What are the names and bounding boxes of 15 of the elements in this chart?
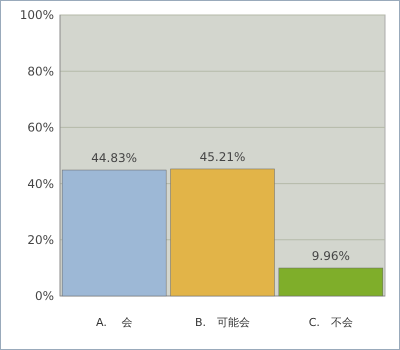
- y-tick-label: 100%: [20, 8, 54, 22]
- y-tick-label: 40%: [27, 176, 54, 191]
- bar: [278, 268, 384, 296]
- data-label: 44.83%: [91, 151, 138, 166]
- y-tick-label: 80%: [27, 64, 54, 78]
- bar: [62, 170, 166, 296]
- data-label: 45.21%: [200, 150, 246, 164]
- y-tick-label: 60%: [27, 120, 54, 135]
- bar: [170, 168, 275, 296]
- data-label: 9.96%: [312, 249, 350, 264]
- x-tick-label: C. 不会: [308, 316, 353, 329]
- y-tick-label: 20%: [27, 233, 54, 247]
- x-tick-label: B. 可能会: [194, 316, 250, 329]
- x-tick-label: A. 会: [96, 316, 132, 329]
- y-tick-label: 0%: [34, 289, 54, 304]
